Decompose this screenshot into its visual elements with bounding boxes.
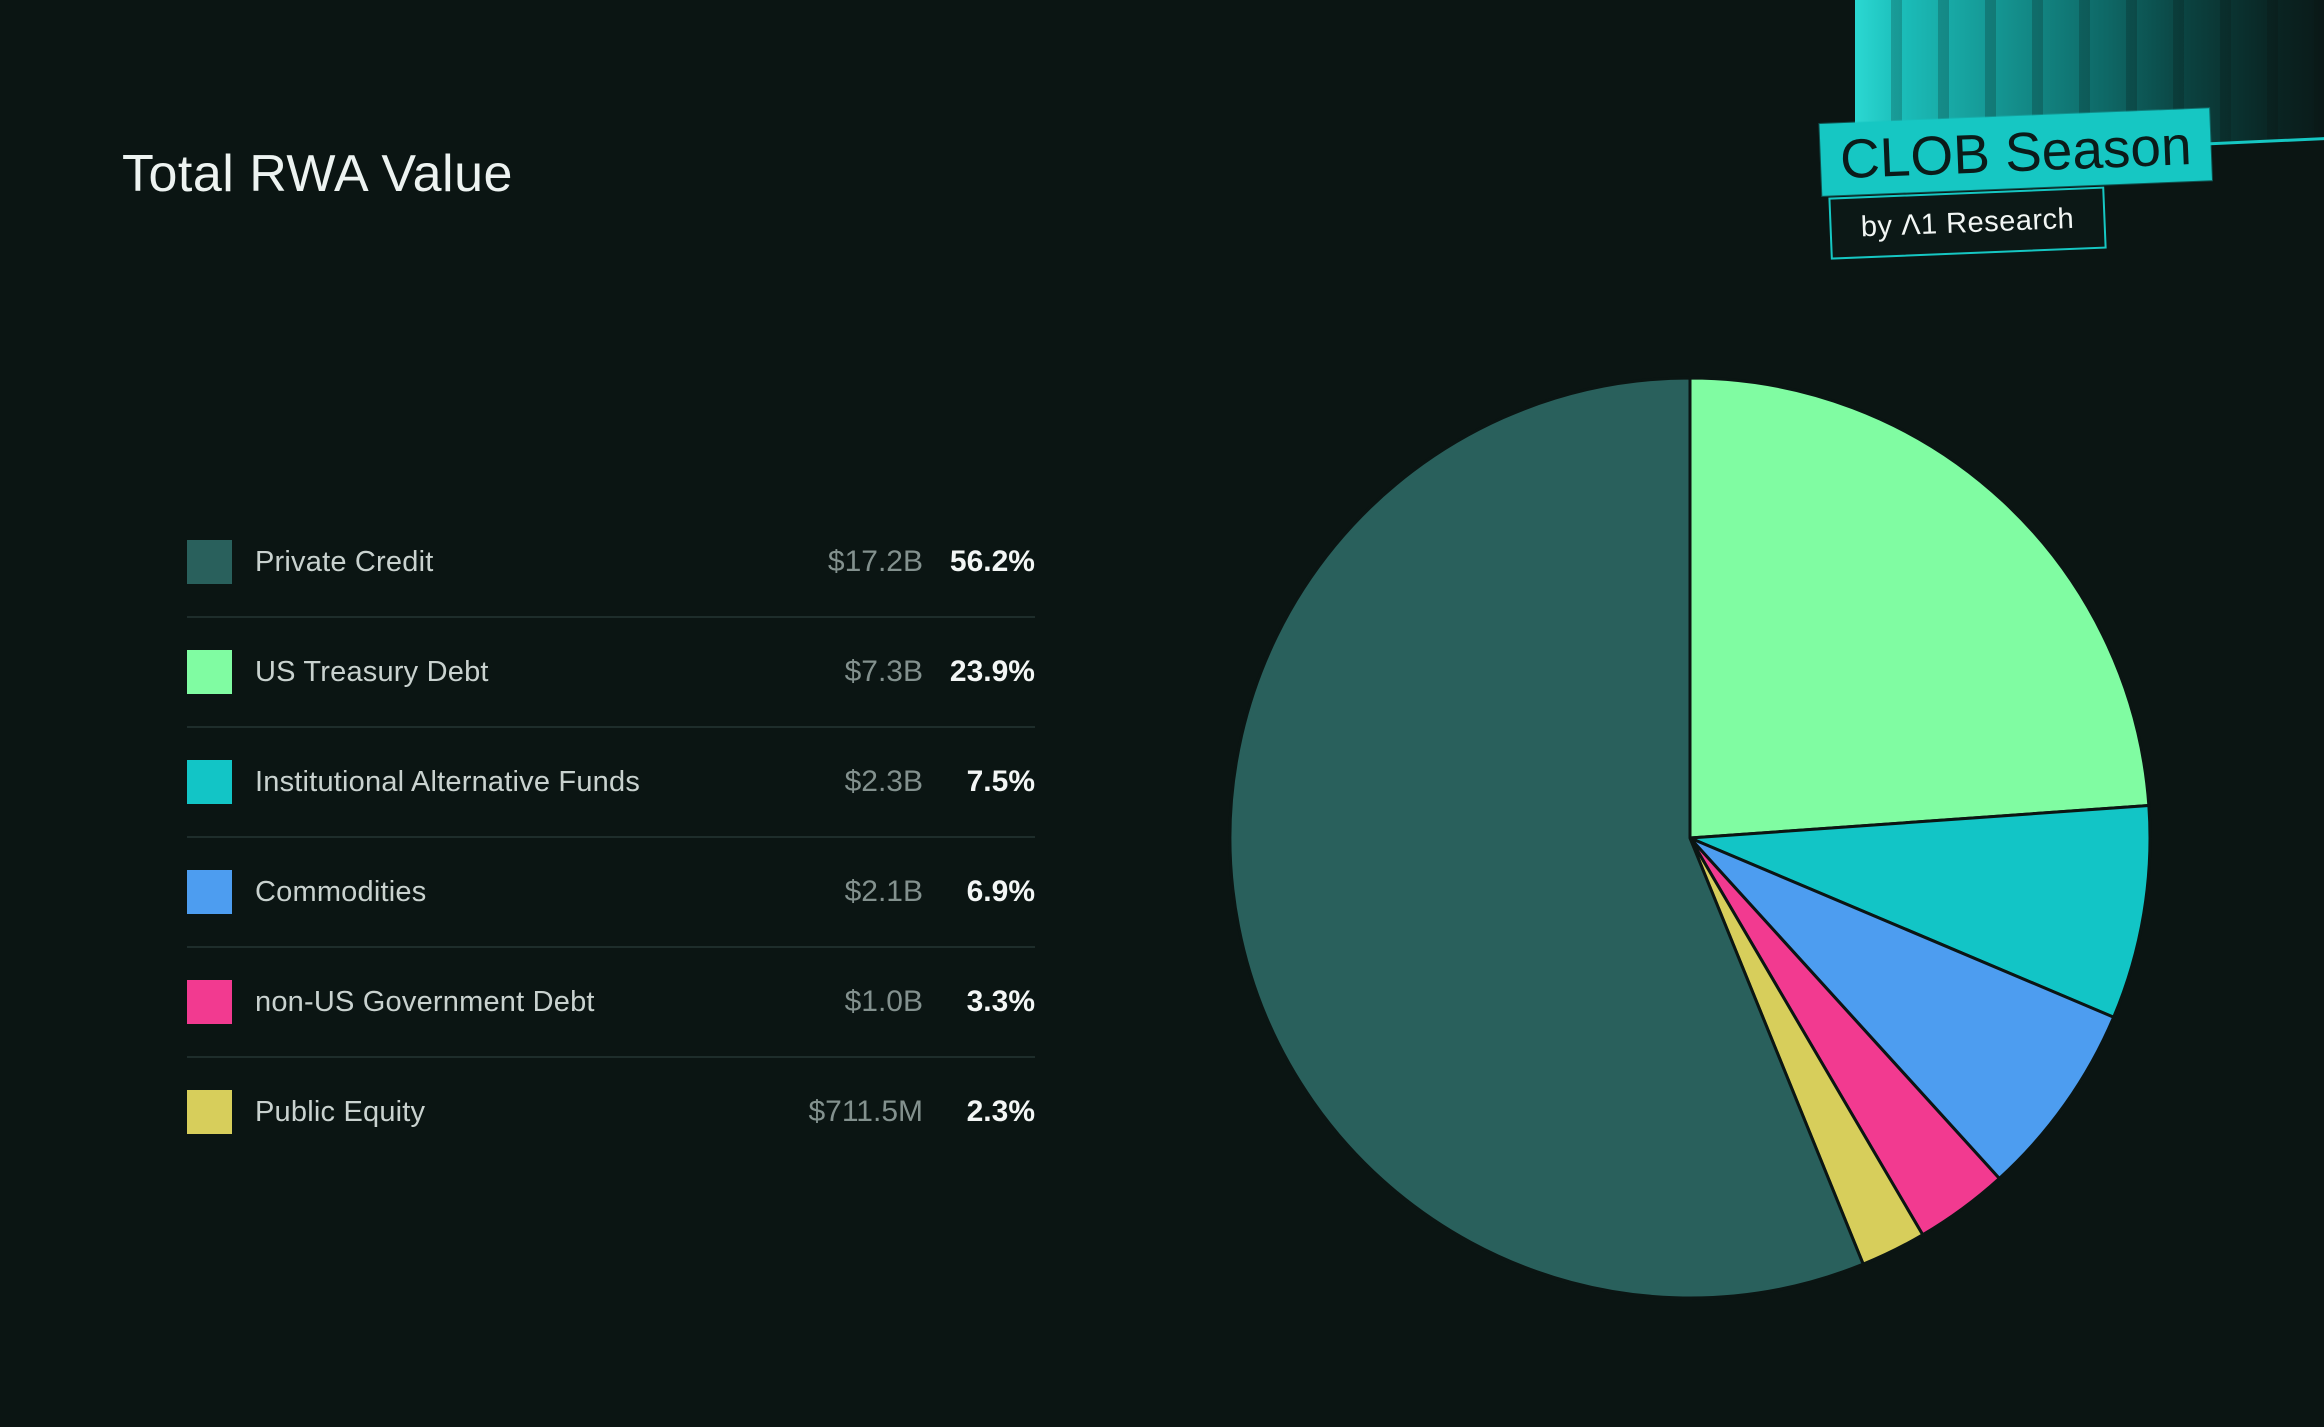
legend-percentage: 6.9% — [966, 875, 1035, 908]
legend-color-swatch — [187, 980, 232, 1024]
legend-row: Private Credit $17.2B 56.2% — [187, 508, 1035, 618]
legend-category-label: Private Credit — [255, 545, 434, 578]
pie-slice — [1688, 376, 2151, 840]
pie-slice — [1688, 804, 2152, 1019]
legend-usd-value: $2.1B — [844, 875, 923, 908]
clob-season-label: CLOB Season — [1838, 114, 2193, 191]
legend-usd-value: $1.0B — [844, 985, 923, 1018]
legend-category-label: Commodities — [255, 875, 427, 908]
legend-row: US Treasury Debt $7.3B 23.9% — [187, 618, 1035, 728]
legend-percentage: 2.3% — [966, 1095, 1035, 1128]
pie-chart-svg — [1228, 376, 2152, 1300]
clob-season-badge: CLOB Season — [1819, 108, 2213, 196]
legend-category-label: Public Equity — [255, 1095, 426, 1128]
legend-category-label: US Treasury Debt — [255, 655, 489, 688]
legend-row: non-US Government Debt $1.0B 3.3% — [187, 948, 1035, 1058]
pie-slice — [1688, 836, 2116, 1180]
legend-percentage: 56.2% — [949, 545, 1035, 578]
legend-color-swatch — [187, 870, 232, 914]
legend-percentage: 3.3% — [966, 985, 1035, 1018]
legend-row: Public Equity $711.5M 2.3% — [187, 1058, 1035, 1166]
legend-color-swatch — [187, 650, 232, 694]
by-a1-research-badge: by Λ1 Research — [1828, 186, 2107, 260]
legend-usd-value: $2.3B — [844, 765, 923, 798]
legend-color-swatch — [187, 1090, 232, 1134]
pie-slice — [1228, 376, 1865, 1300]
legend-percentage: 23.9% — [949, 655, 1035, 688]
legend-usd-value: $17.2B — [827, 545, 923, 578]
legend-color-swatch — [187, 760, 232, 804]
by-a1-research-label: by Λ1 Research — [1860, 202, 2075, 243]
legend-row: Institutional Alternative Funds $2.3B 7.… — [187, 728, 1035, 838]
legend-usd-value: $711.5M — [808, 1095, 923, 1128]
legend-color-swatch — [187, 540, 232, 584]
logo-badge-group: CLOB Season by Λ1 Research — [1819, 108, 2218, 260]
legend-percentage: 7.5% — [966, 765, 1035, 798]
legend-category-label: Institutional Alternative Funds — [255, 765, 641, 798]
page-title: Total RWA Value — [122, 145, 513, 203]
legend-usd-value: $7.3B — [844, 655, 923, 688]
pie-chart — [1220, 368, 2164, 1312]
legend-table: Private Credit $17.2B 56.2% US Treasury … — [187, 508, 1035, 1166]
legend-row: Commodities $2.1B 6.9% — [187, 838, 1035, 948]
legend-category-label: non-US Government Debt — [255, 985, 595, 1018]
